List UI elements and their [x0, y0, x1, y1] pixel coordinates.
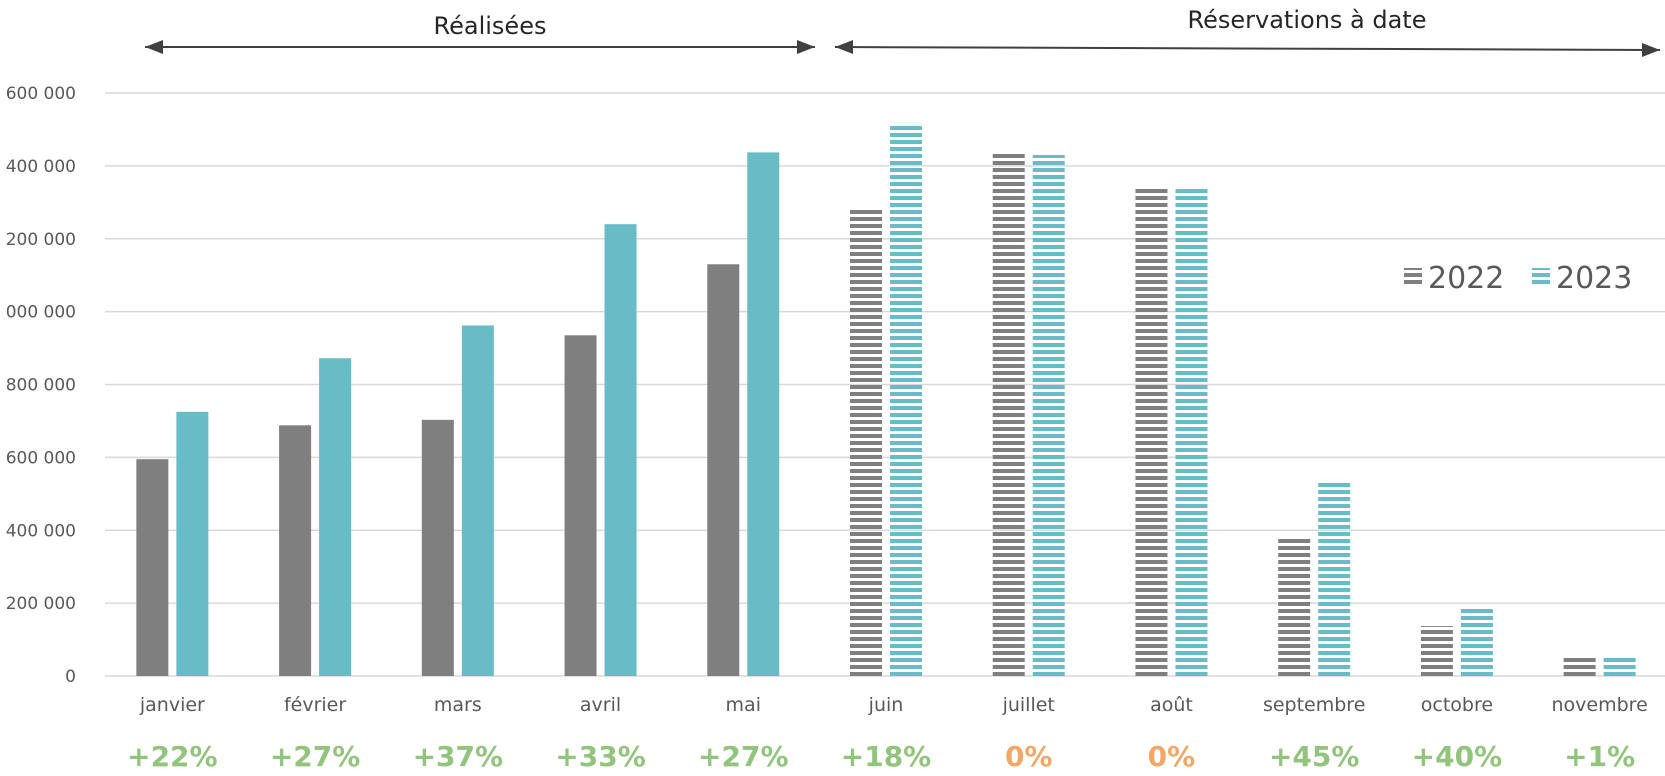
bar-2023-octobre — [1460, 608, 1493, 676]
bar-2023-janvier — [176, 411, 209, 676]
y-tick-label: 400 000 — [6, 521, 76, 541]
x-tick-label: mai — [726, 694, 761, 716]
x-tick-label: septembre — [1263, 694, 1365, 716]
bar-2022-juillet — [992, 153, 1025, 676]
variation-label: +33% — [555, 740, 645, 772]
x-tick-label: juin — [868, 694, 904, 716]
bookings-arrow-right-head — [1642, 43, 1660, 57]
x-tick-label: janvier — [139, 694, 205, 716]
y-tick-label: 1 600 000 — [0, 84, 76, 104]
bar-2022-février — [279, 425, 312, 676]
x-tick-label: mars — [434, 694, 482, 716]
bar-2022-septembre — [1278, 538, 1311, 676]
variation-label: 0% — [1148, 740, 1196, 772]
y-tick-label: 1 400 000 — [0, 157, 76, 177]
bar-2022-novembre — [1563, 656, 1596, 676]
bars-layer — [136, 122, 1636, 677]
bar-2022-mai — [707, 264, 740, 676]
bar-2023-mars — [461, 325, 494, 676]
bar-2022-avril — [564, 335, 597, 676]
legend-swatch-2022 — [1404, 268, 1422, 286]
bar-2022-octobre — [1420, 626, 1453, 676]
y-tick-label: 0 — [65, 667, 76, 687]
y-tick-label: 1 000 000 — [0, 303, 76, 323]
realised-arrow-right-head — [797, 40, 815, 54]
bar-2022-janvier — [136, 459, 169, 676]
bar-2023-avril — [604, 224, 637, 677]
x-tick-label: août — [1150, 694, 1193, 716]
bar-2022-mars — [421, 419, 454, 676]
bar-2023-mai — [747, 152, 780, 676]
variation-label: +27% — [698, 740, 788, 772]
axis-layer: 0 200 000 400 000 600 000 800 000 1 000 000 1 … — [0, 84, 1648, 773]
grid-layer — [105, 92, 1665, 677]
bar-2023-juillet — [1032, 154, 1065, 677]
y-tick-label: 600 000 — [6, 448, 76, 468]
x-tick-label: avril — [580, 694, 621, 716]
legend-swatch-2023 — [1532, 268, 1550, 286]
x-tick-label: octobre — [1421, 694, 1493, 716]
bar-2023-février — [319, 358, 352, 676]
bookings-arrow-left-head — [835, 40, 853, 54]
bar-2022-août — [1135, 187, 1168, 677]
legend-label-2022: 2022 — [1428, 261, 1504, 296]
variation-label: +22% — [127, 740, 217, 772]
variation-label: +37% — [413, 740, 503, 772]
variation-label: 0% — [1005, 740, 1053, 772]
variation-label: +45% — [1269, 740, 1359, 772]
bar-2023-novembre — [1603, 656, 1636, 676]
variation-label: +27% — [270, 740, 360, 772]
variation-label: +1% — [1564, 740, 1635, 772]
legend: 2022 2023 — [1404, 261, 1632, 296]
variation-label: +40% — [1412, 740, 1502, 772]
bookings-arrow — [834, 46, 1661, 51]
bookings-section-label: Réservations à date — [1188, 6, 1427, 34]
y-tick-label: 1 200 000 — [0, 230, 76, 250]
bar-2023-septembre — [1318, 479, 1351, 676]
realised-arrow-left-head — [145, 40, 163, 54]
y-tick-label: 800 000 — [6, 376, 76, 396]
x-tick-label: février — [284, 694, 346, 716]
bar-2023-juin — [890, 122, 922, 676]
section-arrows — [145, 40, 1661, 57]
bar-2023-août — [1175, 186, 1208, 676]
x-tick-label: juillet — [1002, 694, 1055, 716]
x-tick-label: novembre — [1552, 694, 1648, 716]
realised-section-label: Réalisées — [434, 12, 547, 40]
y-tick-label: 200 000 — [6, 594, 76, 614]
bar-2022-juin — [850, 208, 882, 676]
legend-label-2023: 2023 — [1556, 261, 1632, 296]
variation-label: +18% — [841, 740, 931, 772]
